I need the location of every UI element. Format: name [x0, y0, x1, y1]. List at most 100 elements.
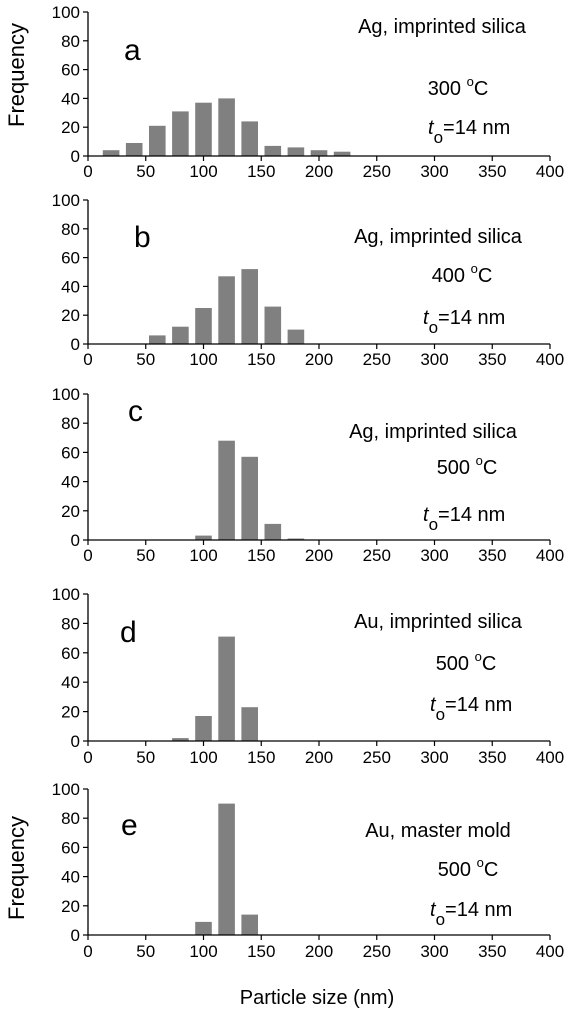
x-tick-label: 100 [189, 748, 217, 767]
x-tick-label: 400 [536, 162, 564, 181]
annotation-thickness: to=14 nm [423, 504, 505, 534]
x-tick-label: 300 [420, 546, 448, 565]
x-tick-label: 350 [478, 942, 506, 961]
y-tick-label: 20 [61, 502, 80, 521]
x-tick-label: 300 [420, 748, 448, 767]
y-tick-label: 60 [61, 644, 80, 663]
annotation-temperature: 500 oC [437, 453, 498, 479]
y-tick-label: 80 [61, 32, 80, 51]
histogram-panel-e: 0 20 40 60 80 100 0 50 100 150 200 250 300 350 400 e Au,… [52, 780, 565, 961]
annotation-temperature: 300 oC [428, 74, 489, 100]
panel-label: d [120, 616, 137, 649]
x-tick-label: 100 [189, 942, 217, 961]
bar-d-80 [172, 738, 189, 741]
annotation-thickness: to=14 nm [423, 307, 505, 337]
bar-e-120 [218, 803, 235, 935]
y-tick-label: 100 [52, 3, 80, 22]
bar-a-40 [125, 143, 143, 156]
bar-c-160 [264, 523, 282, 540]
y-tick-label: 80 [61, 414, 80, 433]
bar-c-180 [287, 538, 305, 540]
x-tick-label: 150 [247, 942, 275, 961]
bar-b-100 [195, 308, 212, 344]
x-tick-label: 50 [136, 546, 155, 565]
y-tick-label: 40 [61, 868, 80, 887]
x-tick-label: 150 [247, 162, 275, 181]
x-tick-label: 50 [136, 748, 155, 767]
x-tick-label: 250 [363, 546, 391, 565]
bar-d-120 [218, 636, 235, 741]
x-tick-label: 150 [247, 546, 275, 565]
y-tick-label: 40 [61, 89, 80, 108]
y-tick-label: 20 [61, 897, 80, 916]
bar-e-100 [195, 921, 212, 935]
y-tick-label: 80 [61, 614, 80, 633]
bar-c-140 [241, 456, 258, 540]
x-tick-label: 250 [363, 350, 391, 369]
y-tick-label: 40 [61, 673, 80, 692]
x-tick-label: 300 [420, 942, 448, 961]
bar-c-100 [195, 535, 212, 540]
x-tick-label: 400 [536, 546, 564, 565]
bar-c-120 [218, 440, 235, 540]
x-tick-label: 50 [136, 162, 155, 181]
x-tick-label: 350 [478, 546, 506, 565]
annotation-thickness: to=14 nm [428, 117, 510, 147]
bar-a-140 [241, 121, 258, 156]
y-tick-label: 60 [61, 249, 80, 268]
annotation-temperature: 400 oC [432, 261, 493, 287]
histogram-panel-c: 0 20 40 60 80 100 0 50 100 150 200 250 300 350 400 c Ag,… [52, 385, 565, 565]
x-tick-label: 0 [83, 942, 92, 961]
bar-b-80 [172, 326, 189, 344]
x-tick-label: 100 [189, 162, 217, 181]
y-tick-label: 0 [71, 147, 80, 166]
y-tick-label: 100 [52, 585, 80, 604]
y-tick-label: 60 [61, 443, 80, 462]
annotation-thickness: to=14 nm [430, 694, 512, 724]
annotation-material: Au, master mold [365, 820, 511, 842]
y-tick-label: 20 [61, 703, 80, 722]
x-tick-label: 200 [305, 546, 333, 565]
bar-a-180 [287, 147, 305, 156]
bar-a-80 [172, 111, 189, 156]
x-tick-label: 200 [305, 748, 333, 767]
annotation-thickness: to=14 nm [430, 899, 512, 929]
y-tick-label: 0 [71, 732, 80, 751]
x-tick-label: 200 [305, 350, 333, 369]
y-tick-label: 0 [71, 335, 80, 354]
annotation-material: Au, imprinted silica [354, 611, 523, 633]
annotation-material: Ag, imprinted silica [358, 16, 527, 38]
bar-b-180 [287, 329, 305, 344]
y-tick-label: 40 [61, 473, 80, 492]
histogram-panel-a: 0 20 40 60 80 100 0 50 100 150 200 250 300 350 400 a Ag,… [52, 3, 565, 181]
y-tick-label: 0 [71, 926, 80, 945]
bar-a-100 [195, 102, 212, 156]
bar-b-160 [264, 306, 282, 344]
x-tick-label: 300 [420, 162, 448, 181]
bar-a-200 [310, 150, 328, 156]
bar-d-100 [195, 716, 212, 741]
y-tick-label: 80 [61, 220, 80, 239]
histogram-panel-b: 0 20 40 60 80 100 0 50 100 150 200 250 300 350 400 b Ag,… [52, 191, 565, 369]
bar-b-120 [218, 276, 235, 344]
x-tick-label: 0 [83, 748, 92, 767]
y-tick-label: 80 [61, 809, 80, 828]
y-tick-label: 100 [52, 191, 80, 210]
x-tick-label: 400 [536, 748, 564, 767]
x-tick-label: 150 [247, 748, 275, 767]
panel-label: e [121, 809, 138, 842]
x-tick-label: 300 [420, 350, 448, 369]
y-tick-label: 60 [61, 61, 80, 80]
bar-a-120 [218, 98, 235, 156]
bar-b-140 [241, 269, 258, 344]
panel-label: c [128, 395, 143, 428]
x-tick-label: 350 [478, 350, 506, 369]
bar-a-60 [149, 125, 166, 156]
x-tick-label: 250 [363, 942, 391, 961]
bar-a-160 [264, 145, 282, 156]
annotation-material: Ag, imprinted silica [354, 226, 523, 248]
y-tick-label: 40 [61, 277, 80, 296]
x-tick-label: 200 [305, 942, 333, 961]
